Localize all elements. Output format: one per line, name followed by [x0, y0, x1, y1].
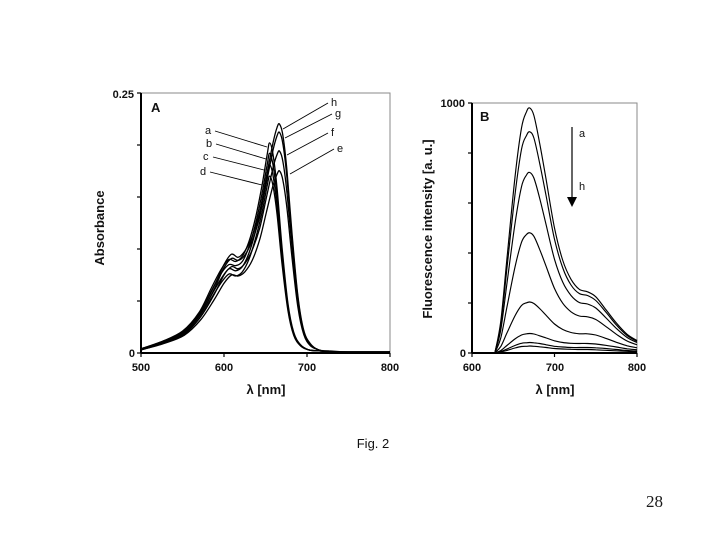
ticks-A	[137, 92, 391, 357]
panel-b-ytick-zero-label: 0	[460, 348, 466, 360]
spectrum-curve-B-a	[494, 107, 638, 352]
arrow-bottom-label: h	[579, 181, 585, 193]
panel-a-y-axis-title: Absorbance	[92, 190, 107, 265]
panel-b-label: B	[480, 109, 489, 124]
panel-a-ytick-max-label: 0.25	[113, 89, 134, 101]
panel-b-xtick-600: 600	[463, 362, 481, 374]
leader-line-a	[214, 130, 268, 148]
panel-a-xtick-800: 800	[381, 362, 399, 374]
curve-label-f: f	[331, 127, 335, 139]
curve-label-e: e	[337, 143, 343, 155]
spectrum-curve-B-b	[494, 131, 638, 352]
curve-label-h: h	[331, 97, 337, 109]
spectrum-curve-A-e	[140, 170, 390, 353]
spectrum-curve-A-g	[140, 131, 390, 353]
curves-A	[140, 123, 391, 353]
ticks-B	[468, 102, 638, 357]
direction-arrow-head-icon	[567, 197, 577, 207]
curve-label-a: a	[205, 125, 212, 137]
figure-caption: Fig. 2	[357, 436, 390, 451]
page-number: 28	[646, 492, 663, 511]
spectrum-curve-A-d	[140, 175, 391, 353]
spectrum-curve-B-g	[494, 341, 638, 354]
curve-label-g: g	[335, 108, 341, 120]
panel-b-xtick-800: 800	[628, 362, 646, 374]
spectrum-curve-A-h	[140, 123, 391, 353]
leader-line-e	[289, 148, 335, 175]
curve-label-d: d	[200, 166, 206, 178]
spectrum-curve-B-f	[494, 332, 638, 354]
panel-b-x-axis-title: λ [nm]	[536, 382, 575, 397]
panel-a-xtick-500: 500	[132, 362, 150, 374]
leader-line-h	[282, 102, 329, 130]
spectrum-curve-B-h	[494, 345, 638, 354]
panel-b-xtick-700: 700	[546, 362, 564, 374]
leader-line-d	[209, 171, 263, 186]
panel-a-ytick-zero-label: 0	[129, 348, 135, 360]
leader-line-f	[286, 132, 329, 156]
panel-a-x-axis-title: λ [nm]	[247, 382, 286, 397]
leader-line-b	[215, 143, 267, 160]
leader-line-c	[212, 156, 265, 171]
panel-a-xtick-600: 600	[215, 362, 233, 374]
panel-a-xtick-700: 700	[298, 362, 316, 374]
curves-B	[494, 107, 638, 354]
spectrum-curve-B-c	[494, 171, 638, 353]
curve-label-c: c	[203, 151, 209, 163]
panel-a-frame	[140, 92, 391, 354]
arrow-top-label: a	[579, 128, 586, 140]
panel-b-y-axis-title: Fluorescence intensity [a. u.]	[420, 139, 435, 318]
spectrum-curve-B-d	[494, 232, 638, 353]
spectrum-curve-B-e	[494, 301, 638, 353]
curve-label-b: b	[206, 138, 212, 150]
panel-a-label: A	[151, 100, 161, 115]
panel-b-ytick-max-label: 1000	[441, 98, 465, 110]
leader-line-g	[284, 113, 333, 139]
